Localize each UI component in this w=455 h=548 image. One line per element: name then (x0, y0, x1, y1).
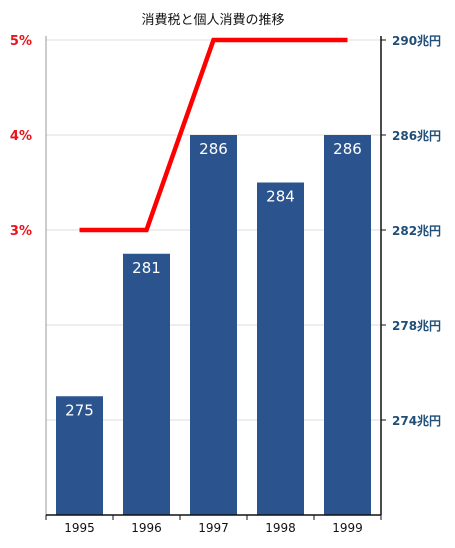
bar (56, 396, 103, 515)
bar-value-label: 284 (266, 188, 295, 206)
left-axis-ticks: 3% 4% 5% (10, 34, 32, 239)
tax-rate-line (79, 37, 348, 233)
x-tick-label: 1997 (198, 521, 229, 535)
right-tick-label: 278兆円 (392, 318, 441, 333)
x-tick-label: 1998 (265, 521, 296, 535)
left-tick-label: 4% (10, 129, 32, 144)
left-tick-label: 3% (10, 224, 32, 239)
bar-value-label: 286 (333, 140, 362, 158)
left-tick-label: 5% (10, 34, 32, 49)
bar (190, 135, 237, 515)
x-tick-label: 1995 (64, 521, 95, 535)
right-tick-label: 282兆円 (392, 223, 441, 238)
bar (257, 182, 304, 515)
bar-value-label: 275 (65, 401, 94, 419)
chart-title: 消費税と個人消費の推移 (141, 13, 284, 28)
bar (324, 135, 371, 515)
right-tick-label: 286兆円 (392, 128, 441, 143)
x-tick-label: 1996 (131, 521, 162, 535)
axes (45, 36, 382, 516)
x-tick-label: 1999 (332, 521, 363, 535)
bar-value-label: 286 (199, 140, 228, 158)
bar-series: 275 281 286 284 286 (56, 135, 371, 515)
line-series (79, 37, 348, 233)
bar (123, 253, 170, 515)
x-axis-ticks: 1995 1996 1997 1998 1999 (45, 515, 382, 535)
right-axis-ticks: 274兆円 278兆円 282兆円 286兆円 290兆円 (381, 33, 441, 428)
right-tick-label: 290兆円 (392, 33, 441, 48)
right-tick-label: 274兆円 (392, 413, 441, 428)
bar-value-label: 281 (132, 259, 161, 277)
